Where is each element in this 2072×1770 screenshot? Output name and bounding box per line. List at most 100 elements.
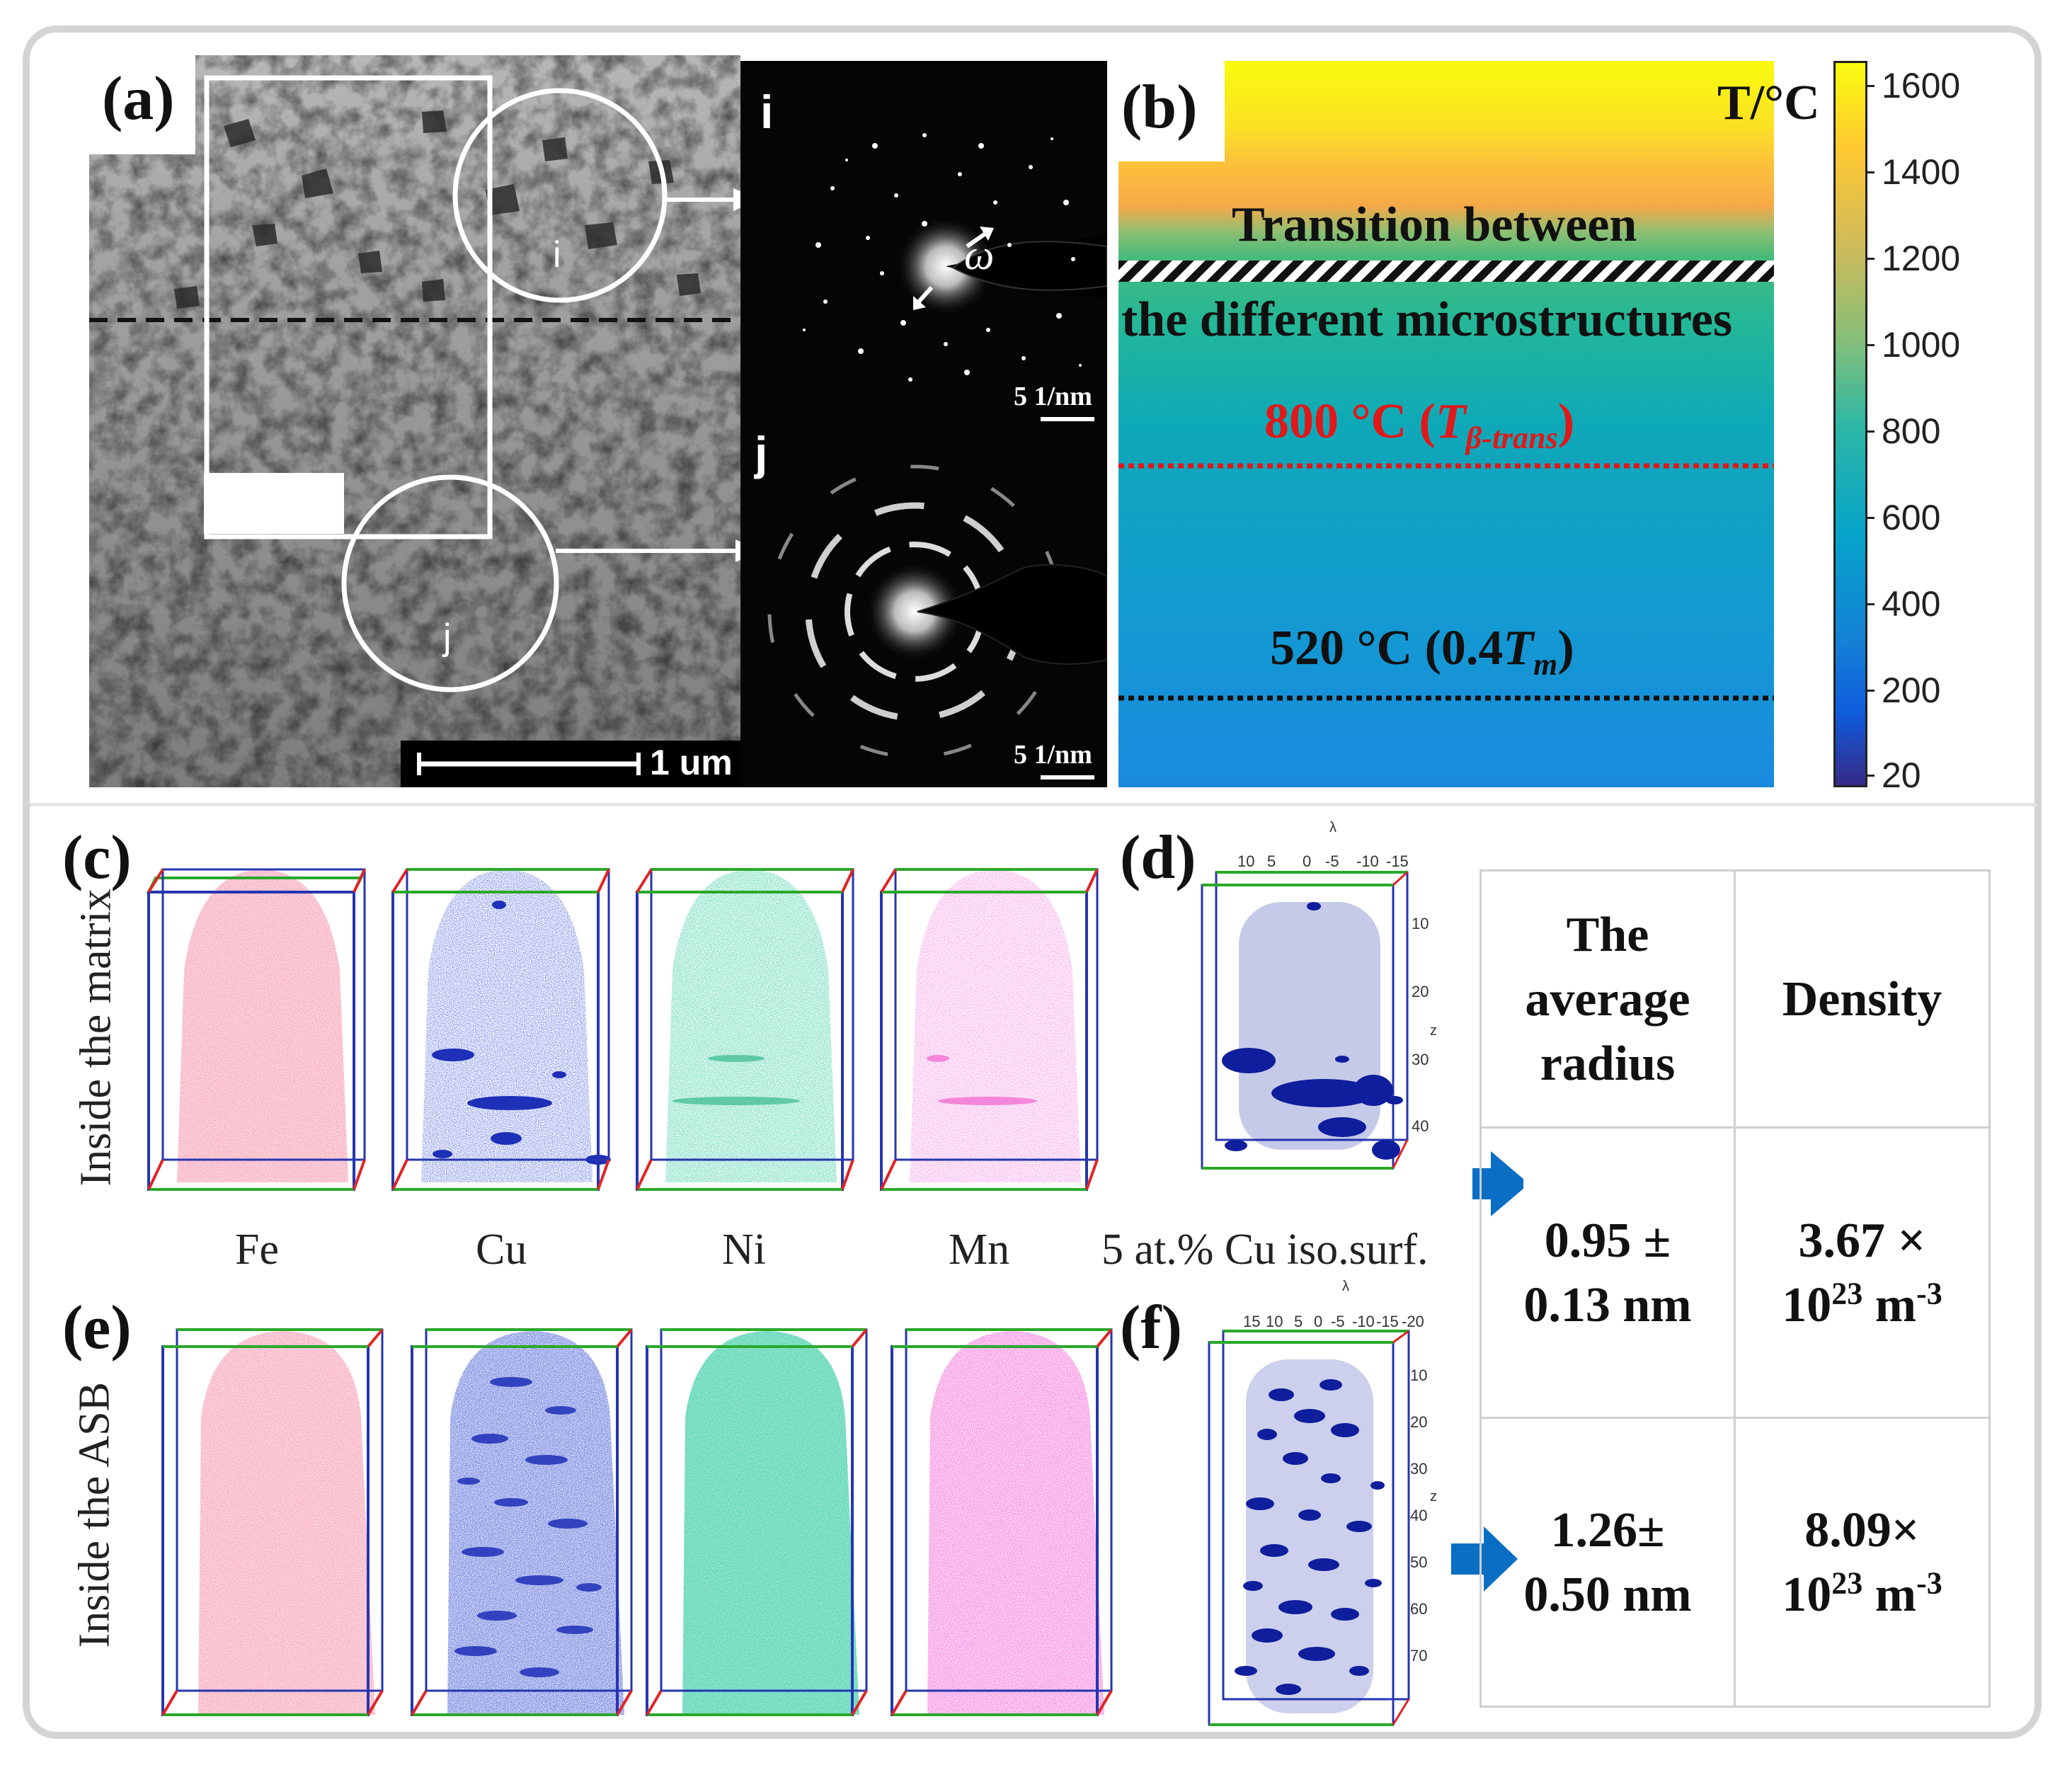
arrow-matrix-to-table — [1472, 1151, 1523, 1216]
panel-a-label: (a) — [102, 64, 175, 133]
row-asb-label: Inside the ASB — [70, 1382, 119, 1648]
colorbar-tick: 1400 — [1882, 152, 1961, 192]
colorbar-tick: 20 — [1882, 755, 1921, 795]
circle-i-label: i — [553, 234, 561, 275]
f-tick-top: 15 — [1243, 1313, 1260, 1330]
d-tick-top: 5 — [1267, 852, 1276, 870]
table-hline — [1482, 1126, 1988, 1129]
colorbar-tickmark — [1867, 344, 1874, 346]
header-average-radius: The average radius — [1525, 907, 1690, 1091]
temperature-colorbar — [1833, 61, 1867, 787]
d-tick-side: 40 — [1412, 1117, 1429, 1135]
section-divider — [30, 803, 2037, 806]
f-tick-top: -15 — [1376, 1313, 1399, 1330]
d-tick-top: -10 — [1356, 852, 1379, 870]
colorbar-tickmark — [1867, 690, 1874, 692]
d-tick-side: 30 — [1412, 1051, 1429, 1068]
cu-isosurface-asb: 15 10 5 0 -5 -10 -15 -20 10 20 30 40 50 … — [1208, 1313, 1437, 1726]
sadp-j-rings — [767, 464, 1107, 780]
sadp-i-spots — [803, 133, 1107, 421]
f-axis-side-ticks: 10 20 30 40 50 60 70 — [1410, 1366, 1427, 1665]
panel-e-label: (e) — [62, 1294, 132, 1362]
d-axis-top-ticks: 10 5 0 -5 -10 -15 — [1237, 852, 1409, 870]
t-beta-trans-label: 800 °C (Tβ-trans) — [1264, 394, 1575, 455]
sadp-i-label: i — [760, 86, 774, 138]
colorbar-tickmark — [1867, 603, 1874, 605]
f-tick-side: 70 — [1410, 1647, 1427, 1665]
apt-ni-asb — [646, 1328, 868, 1716]
apt-cu-asb — [411, 1328, 633, 1716]
omega-label: ω — [964, 232, 995, 278]
f-axis-top-ticks: 15 10 5 0 -5 -10 -15 -20 — [1243, 1313, 1424, 1330]
tem-micrograph: i j 1 um — [89, 48, 740, 787]
colorbar-tickmark — [1867, 258, 1874, 260]
arrow-asb-to-table — [1451, 1526, 1518, 1592]
sadp-i-scale: 5 1/nm — [1014, 382, 1092, 411]
panel-c-label: (c) — [62, 823, 132, 892]
colorbar-tick: 200 — [1882, 670, 1941, 710]
f-tick-top: -5 — [1331, 1313, 1345, 1330]
transition-text-line2: the different microstructures — [1121, 292, 1733, 347]
f-tick-side: 10 — [1410, 1366, 1427, 1384]
colorbar-tick: 1600 — [1882, 66, 1961, 105]
colorbar-tickmark — [1867, 85, 1874, 87]
cu-isosurface-matrix: 10 5 0 -5 -10 -15 z 10 20 30 40 z — [1201, 852, 1437, 1170]
apt-cu-matrix — [386, 857, 611, 1197]
tem-scale-label: 1 um — [650, 743, 733, 782]
header-density: Density — [1782, 971, 1942, 1027]
f-tick-top: -10 — [1352, 1313, 1375, 1330]
sadp-pattern-j: j 5 1/nm — [740, 426, 1107, 787]
colorbar-tick: 800 — [1882, 411, 1941, 451]
transition-text-line1: Transition between — [1232, 198, 1637, 252]
colorbar-tickmark — [1867, 775, 1874, 777]
precipitate-table: The average radius Density 0.95 ± 0.13 n… — [1479, 869, 1991, 1708]
element-label-mn: Mn — [949, 1226, 1010, 1274]
element-label-fe: Fe — [235, 1226, 279, 1274]
colorbar-tick: 1000 — [1882, 325, 1961, 365]
colorbar-tick: 1200 — [1882, 239, 1961, 278]
sadp-j-label: j — [755, 427, 768, 479]
colorbar-tickmark — [1867, 430, 1874, 433]
f-tick-top: -20 — [1402, 1313, 1424, 1330]
d-axis-side-ticks: 10 20 30 40 — [1412, 915, 1429, 1135]
apt-asb-maps — [161, 1328, 1113, 1716]
arrow-to-sadp-j — [556, 539, 761, 562]
d-axis-side-label: z — [1430, 1023, 1437, 1039]
colorbar-tick: 400 — [1882, 584, 1941, 624]
asb-density-cell: 8.09× 1023 m-3 — [1782, 1502, 1942, 1622]
tem-image — [89, 48, 740, 787]
isosurface-caption: 5 at.% Cu iso.surf. — [1101, 1226, 1429, 1274]
f-tick-side: 60 — [1410, 1600, 1427, 1618]
f-tick-side: 20 — [1410, 1413, 1427, 1431]
element-label-ni: Ni — [722, 1226, 766, 1274]
asb-radius-cell: 1.26± 0.50 nm — [1523, 1502, 1692, 1622]
sadp-j-scale: 5 1/nm — [1014, 740, 1092, 770]
f-axis-top-label: λ — [1342, 1279, 1349, 1294]
panel-b-label: (b) — [1121, 73, 1198, 142]
temperature-map: Transition between the different microst… — [1118, 61, 1820, 787]
element-label-cu: Cu — [476, 1226, 527, 1274]
d-tick-side: 10 — [1412, 915, 1429, 932]
colorbar-tickmark — [1867, 517, 1874, 519]
table-hline — [1482, 1417, 1988, 1419]
matrix-radius-cell: 0.95 ± 0.13 nm — [1523, 1213, 1692, 1332]
apt-mn-matrix — [874, 857, 1099, 1197]
d-tick-top: -15 — [1386, 852, 1409, 870]
panel-d-label: (d) — [1120, 823, 1196, 892]
table-vline — [1734, 872, 1736, 1706]
f-tick-side: 40 — [1410, 1507, 1427, 1524]
f-tick-top: 5 — [1294, 1313, 1303, 1330]
d-axis-top-label: λ — [1329, 820, 1337, 835]
t-melt-label: 520 °C (0.4Tm) — [1270, 621, 1574, 682]
f-tick-side: 50 — [1410, 1553, 1427, 1571]
apt-fe-matrix — [142, 857, 366, 1197]
circle-j-label: j — [443, 617, 452, 658]
apt-matrix-maps — [142, 857, 1099, 1197]
d-tick-top: 0 — [1303, 852, 1311, 870]
colorbar-tickmark — [1867, 171, 1874, 173]
row-matrix-label: Inside the matrix — [71, 889, 120, 1187]
f-axis-side-label: z — [1430, 1489, 1437, 1504]
apt-ni-matrix — [630, 857, 854, 1197]
f-tick-top: 10 — [1266, 1313, 1283, 1330]
sadp-pattern-i: i ω 5 1/nm — [740, 61, 1107, 426]
